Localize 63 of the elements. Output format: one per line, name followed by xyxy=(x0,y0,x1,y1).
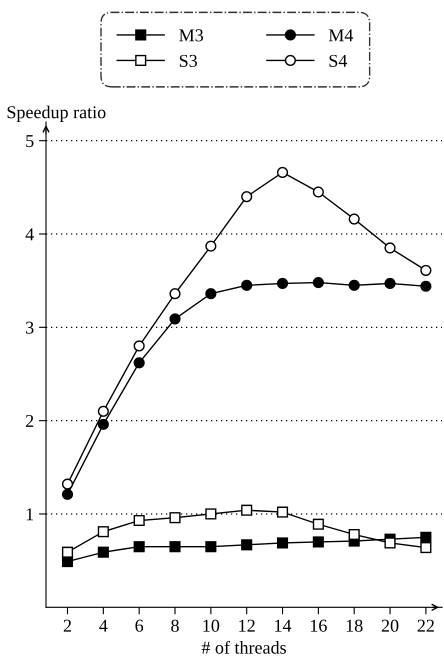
point xyxy=(205,288,216,300)
point xyxy=(241,539,252,550)
point xyxy=(98,546,109,558)
x-axis-title: # of threads xyxy=(202,640,286,654)
x-tick-label: 22 xyxy=(418,620,434,632)
point xyxy=(134,514,145,526)
point xyxy=(241,504,252,516)
point xyxy=(420,264,432,276)
y-tick-label: 4 xyxy=(26,228,34,240)
point xyxy=(384,242,396,254)
x-tick-label: 12 xyxy=(239,620,255,632)
point xyxy=(312,186,324,198)
point xyxy=(169,313,181,324)
point xyxy=(312,276,324,288)
point xyxy=(384,278,396,290)
y-tick-label: 1 xyxy=(26,508,34,520)
x-tick-label: 8 xyxy=(171,620,179,632)
y-tick-label: 5 xyxy=(26,135,34,148)
point xyxy=(420,542,432,554)
x-tick-label: 2 xyxy=(64,620,72,632)
legend-label: M3 xyxy=(179,29,204,42)
point xyxy=(62,488,74,500)
point xyxy=(420,532,432,543)
point xyxy=(98,418,109,430)
point xyxy=(276,278,288,290)
point xyxy=(98,526,109,538)
point xyxy=(62,546,74,558)
y-tick-label: 2 xyxy=(26,414,34,427)
legend-label: S4 xyxy=(330,54,348,67)
point xyxy=(312,518,324,530)
legend-label: M4 xyxy=(328,29,354,42)
legend-label: S3 xyxy=(180,54,198,67)
point xyxy=(276,537,288,548)
point xyxy=(169,288,181,300)
point xyxy=(348,528,360,540)
point xyxy=(98,406,109,417)
point xyxy=(205,541,216,552)
point xyxy=(62,478,74,490)
x-tick-label: 18 xyxy=(346,620,363,632)
point xyxy=(169,541,181,552)
x-tick-label: 10 xyxy=(203,620,220,632)
point xyxy=(134,357,145,368)
point xyxy=(384,537,396,548)
point xyxy=(134,541,145,552)
x-tick-label: 6 xyxy=(135,620,144,632)
point xyxy=(241,191,252,202)
point xyxy=(348,214,360,225)
point xyxy=(205,508,216,520)
point xyxy=(169,512,181,524)
y-tick-label: 3 xyxy=(26,322,34,334)
y-axis-title: Speedup ratio xyxy=(8,106,106,122)
x-tick-label: 14 xyxy=(275,620,292,632)
point xyxy=(134,340,145,352)
point xyxy=(420,280,432,292)
point xyxy=(348,280,360,291)
point xyxy=(241,280,252,291)
x-tick-label: 4 xyxy=(99,620,108,632)
x-tick-label: 20 xyxy=(382,620,398,632)
point xyxy=(312,536,324,548)
point xyxy=(205,240,216,252)
point xyxy=(276,166,288,178)
x-tick-label: 16 xyxy=(310,620,327,632)
point xyxy=(276,506,288,518)
